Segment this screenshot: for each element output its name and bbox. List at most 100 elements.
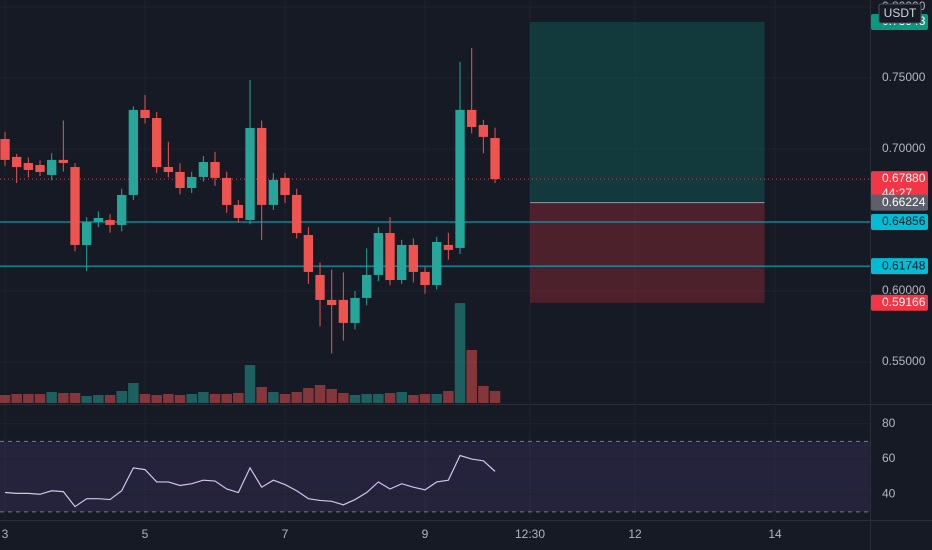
volume-bar (338, 393, 349, 403)
price-label-box (871, 214, 928, 231)
volume-bar (396, 392, 407, 403)
candle-body (490, 138, 500, 180)
candle-body (408, 244, 419, 272)
volume-bar (454, 303, 466, 403)
candle-body (467, 109, 477, 127)
volume-bar (314, 385, 326, 403)
price-pane (0, 21, 870, 403)
price-label-box (871, 194, 928, 211)
rsi-pane (0, 406, 870, 520)
volume-bar (186, 394, 197, 403)
volume-bar (151, 395, 162, 403)
candle-body (257, 127, 267, 205)
volume-bar (443, 391, 454, 403)
volume-bar (221, 394, 232, 403)
volume-bar (163, 394, 174, 403)
candle-body (210, 162, 220, 178)
candle-body (222, 177, 232, 205)
volume-bar (11, 394, 22, 403)
candle-body (397, 244, 407, 281)
volume-bar (244, 365, 256, 403)
candle-body (152, 118, 162, 167)
price-label: 0.67880 (882, 171, 926, 185)
y-tick-label: 0.70000 (882, 141, 926, 155)
volume-bar (46, 392, 57, 403)
volume-bar (349, 395, 361, 403)
candle-body (315, 274, 325, 300)
rsi-band (0, 441, 870, 512)
x-tick-label: 14 (768, 527, 782, 541)
rsi-tick-label: 60 (882, 451, 896, 465)
x-tick-label: 3 (2, 527, 9, 541)
price-label: 0.59166 (882, 295, 926, 309)
price-label-box (871, 294, 928, 311)
candle-body (327, 299, 337, 306)
volume-bar (478, 386, 489, 403)
volume-bar (233, 393, 244, 403)
candle-body (23, 163, 34, 170)
candle-body (12, 156, 22, 167)
candle-body (292, 194, 302, 234)
candle-body (93, 217, 104, 222)
volume-bar (58, 393, 69, 403)
target-zone (530, 21, 765, 203)
currency-label[interactable]: USDT (884, 6, 917, 20)
volume-bar (34, 394, 46, 403)
candle-body (420, 271, 430, 285)
volume-bar (81, 396, 92, 403)
candle-body (47, 159, 57, 175)
price-label: 0.61748 (882, 258, 926, 272)
candle-body (82, 221, 92, 245)
candle-body (478, 124, 489, 137)
volume-bar (93, 395, 104, 403)
y-tick-label: 0.75000 (882, 70, 926, 84)
axes: 3 5 7 9 12:30 12 14 0.55000 0.60000 0.70000 0.7500… (2, 0, 928, 541)
x-tick-label: 5 (142, 527, 149, 541)
x-tick-label: 7 (282, 527, 289, 541)
candle-body (128, 109, 139, 195)
candle-body (117, 194, 127, 225)
volume-bar (139, 394, 151, 403)
volume-bar (256, 387, 267, 403)
candle-body (0, 139, 10, 160)
volume-bar (384, 393, 396, 403)
volume-bar (361, 394, 372, 403)
candle-body (105, 219, 115, 225)
candle-body (303, 235, 314, 272)
stop-zone (530, 202, 765, 303)
candle-body (268, 179, 279, 205)
y-tick-label: 0.60000 (882, 283, 926, 297)
candle-body (385, 233, 395, 281)
volume-bar (419, 394, 431, 403)
volume-bar (466, 350, 477, 403)
candle-body (163, 166, 174, 172)
y-tick-label: 0.55000 (882, 354, 926, 368)
candle-body (70, 166, 80, 245)
candle-body (187, 176, 197, 189)
currency-box[interactable] (878, 3, 922, 24)
candle-body (455, 109, 465, 248)
volume-bar (128, 383, 139, 403)
candle-body (362, 274, 372, 298)
price-label: 0.66224 (882, 195, 926, 209)
volume-bar (291, 392, 302, 403)
volume-bar (279, 394, 291, 403)
candle-body (58, 159, 69, 164)
candle-body (233, 204, 244, 218)
rsi-tick-label: 80 (882, 416, 896, 430)
volume-bar (268, 392, 279, 403)
candle-body (245, 127, 255, 220)
volume-bar (303, 388, 314, 403)
x-tick-label: 9 (422, 527, 429, 541)
volume-bar (104, 395, 116, 403)
volume-bar (116, 391, 127, 403)
volume-bar (209, 394, 221, 403)
volume-bar (0, 395, 11, 403)
volume-bar (431, 394, 442, 403)
candle-body (35, 165, 45, 172)
rsi-tick-label: 40 (882, 486, 896, 500)
rsi-line (4, 454, 496, 508)
volume-bar (408, 395, 419, 403)
